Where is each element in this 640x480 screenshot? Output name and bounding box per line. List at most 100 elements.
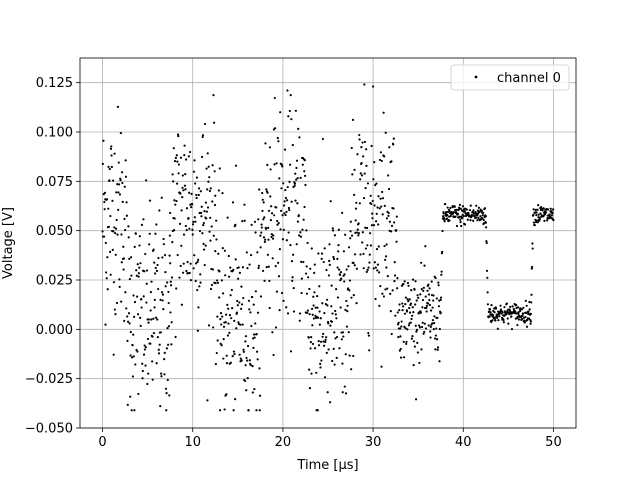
data-point [344, 233, 347, 236]
data-point [521, 314, 524, 317]
data-point [443, 220, 446, 223]
data-point [118, 278, 121, 281]
data-point [114, 313, 117, 316]
data-point [384, 288, 387, 291]
data-point [410, 337, 413, 340]
data-point [248, 308, 251, 311]
data-point [125, 201, 128, 204]
data-point [256, 358, 259, 361]
data-point [257, 266, 260, 270]
data-point [432, 328, 435, 331]
data-point [266, 253, 269, 256]
data-point [308, 313, 311, 316]
data-point [122, 245, 125, 248]
data-point [268, 146, 272, 149]
data-point [516, 315, 519, 318]
data-point [185, 207, 189, 210]
data-point [402, 356, 406, 359]
data-point [325, 336, 328, 339]
data-point [206, 152, 209, 155]
data-point [288, 180, 291, 183]
data-point [201, 232, 204, 235]
data-point [283, 212, 286, 215]
data-point [225, 393, 228, 396]
data-point [260, 226, 263, 229]
data-point [403, 280, 406, 283]
data-point [401, 309, 404, 312]
data-point [183, 184, 187, 187]
data-point [352, 261, 355, 264]
data-point [228, 314, 232, 317]
data-point [118, 193, 122, 196]
data-point [533, 224, 536, 227]
data-point [489, 311, 492, 314]
data-point [232, 268, 235, 271]
data-point [507, 322, 510, 325]
data-point [310, 372, 313, 375]
data-point [188, 191, 191, 194]
data-point [206, 399, 209, 402]
data-point [224, 313, 228, 316]
data-point [252, 333, 256, 336]
data-point [359, 253, 362, 256]
data-point [313, 291, 316, 294]
data-point [143, 344, 146, 347]
data-point [194, 279, 197, 283]
data-point [368, 232, 372, 235]
data-point [142, 353, 146, 356]
data-point [360, 146, 363, 149]
grid-lines [80, 58, 576, 429]
data-point [353, 253, 357, 256]
data-point [270, 235, 273, 239]
data-point [235, 327, 238, 330]
data-point [307, 368, 311, 371]
data-point [203, 122, 207, 126]
data-point [548, 213, 551, 216]
data-point [101, 230, 104, 233]
data-point [207, 324, 211, 327]
data-point [243, 219, 246, 222]
data-point [353, 264, 356, 267]
data-point [356, 231, 359, 234]
data-point [260, 231, 263, 234]
data-point [423, 330, 426, 334]
data-point [231, 201, 235, 204]
data-point [522, 306, 525, 309]
data-point [132, 294, 135, 297]
data-point [171, 173, 174, 176]
data-point [341, 391, 344, 394]
data-point [180, 209, 183, 212]
data-point [352, 354, 355, 358]
data-point [445, 211, 448, 214]
data-point [550, 214, 554, 217]
data-point [120, 300, 123, 303]
data-point [296, 177, 299, 180]
data-point [350, 296, 353, 299]
data-point [117, 161, 120, 164]
data-point [159, 331, 162, 334]
data-point [254, 231, 257, 234]
data-point [141, 362, 144, 365]
data-point [296, 220, 300, 223]
data-point [341, 331, 345, 334]
data-point [385, 217, 389, 220]
data-point [122, 268, 125, 271]
data-point [463, 223, 467, 226]
data-point [212, 121, 216, 124]
data-point [134, 232, 138, 235]
data-point [538, 218, 541, 221]
data-point [163, 358, 166, 361]
data-point [123, 319, 126, 322]
data-point [131, 344, 134, 347]
data-point [270, 212, 274, 215]
x-tick-label: 10 [184, 435, 201, 450]
data-point [439, 311, 442, 314]
data-point [233, 319, 236, 322]
data-point [294, 172, 297, 175]
data-point [391, 289, 394, 292]
data-point [160, 375, 163, 378]
data-point [292, 253, 295, 256]
data-point [414, 398, 418, 401]
data-point [436, 348, 439, 351]
x-tick-label: 50 [545, 435, 562, 450]
